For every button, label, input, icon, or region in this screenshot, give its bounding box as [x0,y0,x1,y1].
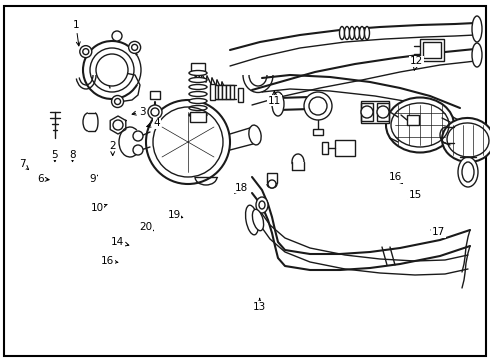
Text: 7: 7 [19,159,28,170]
Text: 10: 10 [91,203,107,213]
Ellipse shape [349,27,354,40]
Text: 4: 4 [147,118,160,128]
Bar [335,140,355,156]
Circle shape [133,131,143,141]
Text: 16: 16 [101,256,118,266]
Ellipse shape [252,209,264,231]
Bar [150,91,160,99]
Ellipse shape [386,98,454,153]
Circle shape [304,92,332,120]
Bar [230,85,234,99]
Bar [218,85,222,99]
Ellipse shape [442,118,490,162]
Text: 11: 11 [268,91,281,106]
Text: 20: 20 [140,222,153,232]
Bar [210,84,215,100]
Bar [214,85,218,99]
Bar [420,39,444,61]
Ellipse shape [189,71,207,76]
Ellipse shape [189,105,207,111]
Text: 9: 9 [90,174,98,184]
Circle shape [268,180,276,188]
Ellipse shape [360,27,365,40]
Bar [313,129,323,135]
Bar [377,103,389,121]
Text: 6: 6 [37,174,49,184]
Bar [361,101,389,123]
Ellipse shape [308,96,316,112]
Text: 12: 12 [410,56,423,70]
Circle shape [112,31,122,41]
Ellipse shape [365,27,369,40]
Polygon shape [110,116,126,134]
Text: 1: 1 [73,20,80,46]
Circle shape [129,41,141,53]
Ellipse shape [189,85,207,90]
Text: 5: 5 [51,150,58,162]
Ellipse shape [344,27,349,40]
Bar [423,42,441,58]
Ellipse shape [272,92,284,116]
Text: 3: 3 [132,107,146,117]
Circle shape [80,46,92,58]
Bar [238,88,243,102]
Ellipse shape [458,157,478,187]
Ellipse shape [340,27,344,40]
Circle shape [133,145,143,155]
Bar [322,142,328,154]
Ellipse shape [472,43,482,67]
Bar [361,103,373,121]
Ellipse shape [245,205,258,235]
Ellipse shape [249,125,261,145]
Ellipse shape [472,16,482,42]
Bar [407,115,419,125]
Circle shape [96,54,128,86]
Circle shape [148,105,162,119]
Text: 19: 19 [167,210,183,220]
Bar [226,85,230,99]
Text: 15: 15 [408,190,422,200]
Ellipse shape [354,27,360,40]
Bar [191,63,205,71]
Text: 18: 18 [234,183,248,193]
Text: 14: 14 [111,237,129,247]
Bar [267,173,277,183]
Text: 13: 13 [253,298,267,312]
Bar [222,85,226,99]
Text: 2: 2 [109,141,116,156]
Circle shape [112,95,123,108]
Ellipse shape [189,99,207,104]
Ellipse shape [189,112,207,117]
Circle shape [146,100,230,184]
Circle shape [377,106,389,118]
Bar [190,112,206,122]
Ellipse shape [256,197,268,213]
Ellipse shape [189,77,207,82]
Ellipse shape [189,91,207,96]
Text: 17: 17 [431,227,445,237]
Circle shape [361,106,373,118]
Text: 8: 8 [69,150,76,162]
Text: 16: 16 [389,172,403,184]
